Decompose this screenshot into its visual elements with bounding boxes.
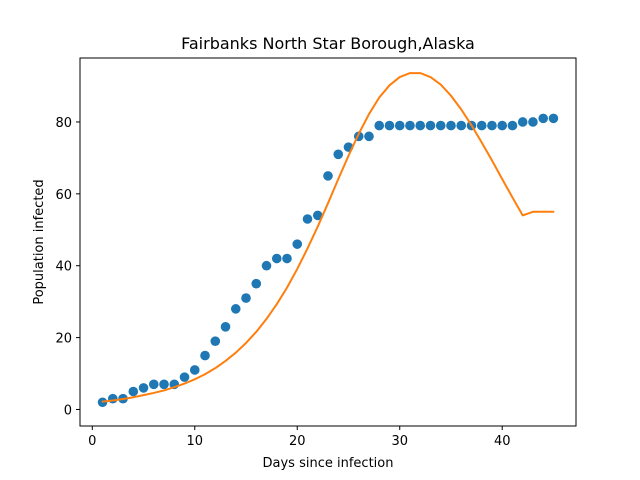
scatter-point: [302, 214, 313, 224]
scatter-point: [435, 120, 446, 131]
y-tick-label: 80: [55, 116, 72, 131]
scatter-point: [487, 120, 497, 131]
scatter-point: [538, 113, 549, 124]
scatter-point: [333, 149, 344, 160]
x-axis-title: Days since infection: [263, 456, 394, 471]
scatter-point: [210, 336, 221, 346]
scatter-point: [159, 379, 169, 390]
scatter-point: [251, 278, 262, 289]
y-tick-label: 20: [55, 332, 72, 347]
axes-frame: [79, 57, 577, 427]
scatter-point: [323, 171, 333, 181]
scatter-point: [312, 210, 323, 221]
scatter-point: [220, 322, 231, 332]
scatter-point: [374, 120, 385, 131]
scatter-point: [384, 120, 395, 131]
scatter-point: [528, 117, 538, 127]
scatter-point: [394, 120, 405, 131]
scatter-point: [138, 383, 149, 393]
x-tick-label: 30: [391, 434, 408, 449]
scatter-point: [128, 386, 139, 397]
scatter-point: [230, 304, 241, 314]
x-tick-label: 10: [187, 434, 204, 449]
x-tick-label: 20: [289, 434, 306, 449]
scatter-point: [189, 365, 200, 375]
scatter-point: [517, 117, 528, 127]
scatter-point: [497, 120, 508, 131]
chart-title: Fairbanks North Star Borough,Alaska: [181, 34, 475, 53]
scatter-point: [548, 113, 559, 124]
y-tick-label: 40: [55, 260, 72, 275]
scatter-point: [415, 120, 426, 131]
x-tick-label: 0: [88, 434, 96, 449]
y-tick-label: 60: [55, 188, 72, 203]
series-layer: [97, 72, 559, 408]
scatter-point: [364, 131, 374, 142]
scatter-point: [241, 293, 251, 303]
scatter-point: [405, 120, 415, 131]
scatter-point: [282, 253, 292, 264]
y-axis: 0 20 40 60 80: [55, 116, 80, 418]
y-axis-title: Population infected: [32, 179, 47, 304]
fit-line: [101, 72, 555, 403]
scatter-point: [148, 379, 159, 390]
scatter-point: [425, 120, 436, 131]
x-axis: 0 10 20 30 40: [88, 426, 510, 449]
scatter-point: [507, 120, 518, 131]
scatter-point: [446, 120, 456, 131]
scatter-point: [476, 120, 487, 131]
x-tick-label: 40: [494, 434, 511, 449]
scatter-point: [200, 350, 210, 361]
scatter-point: [179, 372, 190, 382]
y-tick-label: 0: [64, 403, 72, 418]
scatter-point: [292, 239, 303, 249]
scatter-point: [271, 253, 282, 264]
scatter-point: [261, 260, 272, 271]
scatter-point: [107, 393, 118, 404]
scatter-point: [456, 120, 467, 131]
